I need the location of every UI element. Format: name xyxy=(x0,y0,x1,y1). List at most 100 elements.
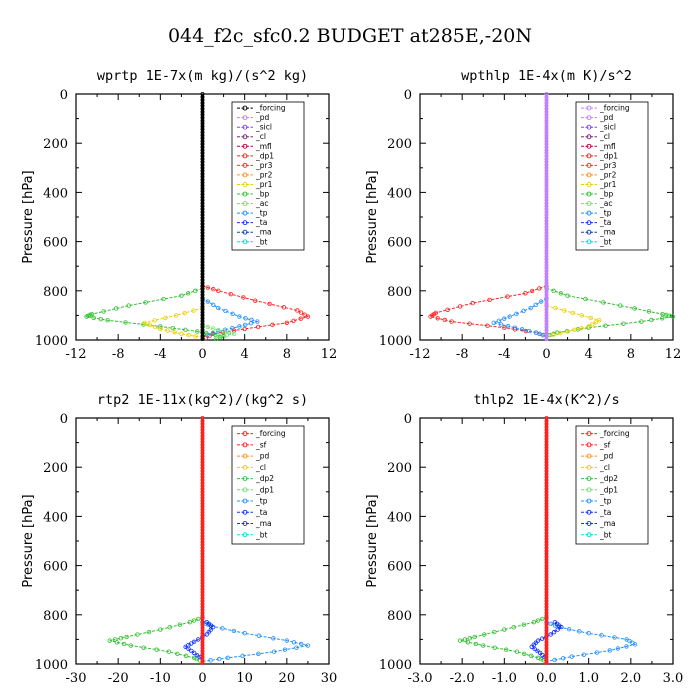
series-marker xyxy=(186,332,191,338)
legend-marker xyxy=(242,105,248,111)
series-marker xyxy=(302,312,307,317)
series-marker xyxy=(242,631,247,636)
series-line xyxy=(429,285,547,337)
series-marker xyxy=(529,644,534,649)
series-marker xyxy=(231,331,237,337)
series-line xyxy=(202,297,260,337)
series-marker xyxy=(121,641,127,647)
y-tick-label: 600 xyxy=(43,560,68,575)
series-line xyxy=(546,305,601,337)
legend-marker xyxy=(242,201,248,207)
series-marker xyxy=(603,323,608,328)
x-tick-label: 2.0 xyxy=(620,671,641,686)
series-marker xyxy=(237,314,242,319)
series-marker xyxy=(538,299,544,304)
legend-marker xyxy=(586,532,592,538)
series-marker xyxy=(551,629,557,635)
x-tick-label: 4 xyxy=(585,347,593,362)
legend-marker xyxy=(586,476,592,482)
legend-marker xyxy=(242,210,248,216)
series-marker xyxy=(465,640,471,645)
legend-label: _pr3 xyxy=(599,161,617,170)
series-marker xyxy=(208,627,214,632)
series-marker xyxy=(211,302,216,308)
y-tick-label: 200 xyxy=(387,461,412,476)
series-marker xyxy=(200,337,205,342)
x-tick-label: -12 xyxy=(66,347,87,362)
series-marker xyxy=(535,638,541,643)
series-marker xyxy=(492,629,497,635)
legend-marker xyxy=(586,172,592,178)
series-marker xyxy=(182,310,187,316)
series-marker xyxy=(231,628,237,634)
series-line xyxy=(184,621,214,660)
legend-label: _bp xyxy=(255,190,270,199)
series-marker xyxy=(142,320,147,325)
series-marker xyxy=(599,633,604,638)
series-marker xyxy=(294,645,299,650)
series-marker xyxy=(457,638,463,643)
series-marker xyxy=(445,307,450,312)
panel-1: wprtp 1E-7x(m kg)/(s^2 kg) Pressure [hPa]… xyxy=(21,68,337,362)
series-marker xyxy=(242,322,248,328)
series-line xyxy=(530,621,563,660)
series-marker xyxy=(442,317,448,323)
legend-label: _pr2 xyxy=(599,170,617,179)
series-marker xyxy=(256,633,262,638)
series-marker xyxy=(531,619,537,625)
legend-marker xyxy=(242,431,248,437)
series-marker xyxy=(187,619,193,625)
series-line xyxy=(142,307,203,338)
series-marker xyxy=(135,632,140,637)
legend-label: _cl xyxy=(599,463,610,472)
series-marker xyxy=(646,309,652,314)
y-tick-label: 0 xyxy=(60,88,68,103)
series-marker xyxy=(226,330,232,335)
series-marker xyxy=(579,313,585,318)
series-marker xyxy=(205,299,211,304)
y-tick-label: 200 xyxy=(387,137,412,152)
series-marker xyxy=(225,655,230,661)
panel-title: thlp2 1E-4x(K^2)/s xyxy=(473,392,619,408)
series-marker xyxy=(607,648,612,653)
series-marker xyxy=(521,622,527,627)
legend-marker xyxy=(242,115,248,121)
legend-label: _tp xyxy=(255,209,268,218)
series-marker xyxy=(511,624,516,630)
series-marker xyxy=(519,327,525,332)
y-tick-label: 800 xyxy=(43,285,68,300)
series-marker xyxy=(185,291,191,296)
legend-label: _ta xyxy=(255,218,267,227)
series-marker xyxy=(217,334,222,339)
series-marker xyxy=(114,640,120,645)
series-marker xyxy=(612,635,617,640)
series-marker xyxy=(583,296,588,302)
series-marker xyxy=(152,318,157,323)
x-tick-label: -8 xyxy=(112,347,125,362)
series-marker xyxy=(183,327,188,333)
series-marker xyxy=(204,632,209,637)
y-tick-label: 0 xyxy=(60,412,68,427)
series-marker xyxy=(586,631,591,636)
series-marker xyxy=(502,316,507,321)
series-marker xyxy=(639,319,644,324)
legend-label: _tp xyxy=(599,497,612,506)
legend-marker xyxy=(586,229,592,235)
legend-marker xyxy=(586,498,592,504)
legend-marker xyxy=(242,453,248,459)
legend-label: _bt xyxy=(255,237,268,246)
series-line xyxy=(202,324,235,338)
series-marker xyxy=(98,316,104,322)
legend-marker xyxy=(586,509,592,515)
legend-label: _cl xyxy=(255,132,266,141)
series-marker xyxy=(523,291,528,296)
series-marker xyxy=(84,314,89,319)
series-marker xyxy=(632,642,638,647)
series-marker xyxy=(589,322,595,327)
panel-group: wprtp 1E-7x(m kg)/(s^2 kg) Pressure [hPa]… xyxy=(21,68,683,686)
series-marker xyxy=(179,331,184,337)
legend-marker xyxy=(242,229,248,235)
panel-title: wprtp 1E-7x(m kg)/(s^2 kg) xyxy=(97,68,308,84)
series-marker xyxy=(462,637,467,642)
legend-marker xyxy=(586,521,592,526)
